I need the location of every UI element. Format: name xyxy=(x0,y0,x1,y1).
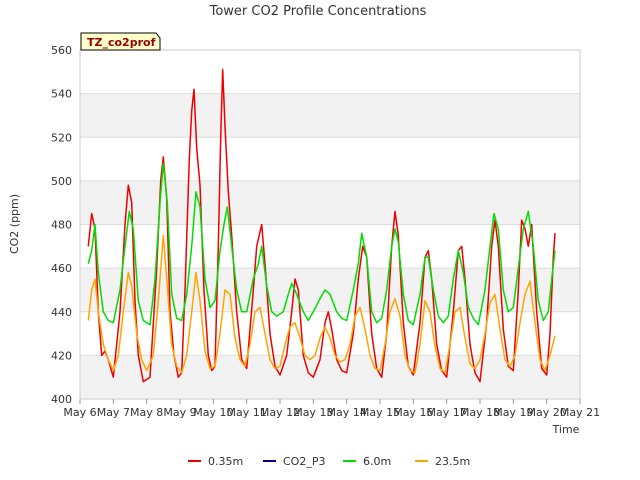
chart-title: Tower CO2 Profile Concentrations xyxy=(209,4,427,19)
plot-band xyxy=(80,137,580,181)
plot-band xyxy=(80,93,580,138)
x-tick-label: May 9 xyxy=(163,406,196,419)
site-label-background xyxy=(80,32,161,51)
plot-band xyxy=(80,355,580,399)
series-lines xyxy=(87,68,556,383)
y-tick-label: 500 xyxy=(51,175,72,188)
y-axis-title: CO2 (ppm) xyxy=(8,194,21,254)
y-tick-label: 400 xyxy=(51,393,72,406)
y-tick-label: 420 xyxy=(51,349,72,362)
x-tick-label: May 17 xyxy=(427,406,467,419)
y-tick-label: 440 xyxy=(51,306,72,319)
x-tick-label: May 13 xyxy=(293,406,333,419)
x-tick-label: May 6 xyxy=(63,406,96,419)
x-tick-label: May 21 xyxy=(560,406,600,419)
x-tick-label: May 10 xyxy=(193,406,233,419)
x-tick-label: May 18 xyxy=(460,406,500,419)
x-tick-label: May 11 xyxy=(227,406,267,419)
site-label-box: TZ_co2prof xyxy=(80,32,161,51)
x-tick-label: May 14 xyxy=(327,406,367,419)
plot-background-bands xyxy=(80,50,580,399)
series-line-23-5m xyxy=(87,234,556,374)
y-tick-label: 560 xyxy=(51,44,72,57)
series-line-6-0m xyxy=(87,162,556,326)
plot-band xyxy=(80,50,580,94)
y-tick-label: 460 xyxy=(51,262,72,275)
legend-label: 23.5m xyxy=(435,455,470,468)
x-tick-label: May 7 xyxy=(97,406,130,419)
plot-band xyxy=(80,180,580,225)
legend: 0.35m CO2_P3 6.0m 23.5m xyxy=(188,455,470,468)
y-tick-label: 540 xyxy=(51,88,72,101)
x-tick-label: May 12 xyxy=(260,406,300,419)
site-label: TZ_co2prof xyxy=(87,36,156,49)
y-tick-label: 520 xyxy=(51,131,72,144)
legend-label: 0.35m xyxy=(208,455,243,468)
x-axis-title: Time xyxy=(552,423,580,436)
legend-label: CO2_P3 xyxy=(283,455,325,468)
x-tick-label: May 16 xyxy=(393,406,433,419)
y-tick-label: 480 xyxy=(51,219,72,232)
x-tick-label: May 8 xyxy=(130,406,163,419)
x-tick-label: May 15 xyxy=(360,406,400,419)
plot-frame xyxy=(79,49,581,400)
y-axis-ticks: 400 420 440 460 480 500 520 540 560 xyxy=(51,44,72,406)
plot-band xyxy=(80,224,580,269)
legend-label: 6.0m xyxy=(363,455,391,468)
x-tick-label: May 20 xyxy=(527,406,567,419)
x-tick-label: May 19 xyxy=(493,406,533,419)
